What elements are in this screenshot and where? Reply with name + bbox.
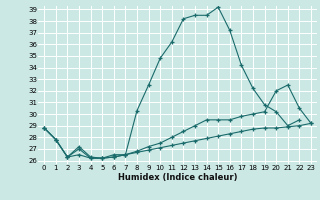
X-axis label: Humidex (Indice chaleur): Humidex (Indice chaleur) [118,173,237,182]
